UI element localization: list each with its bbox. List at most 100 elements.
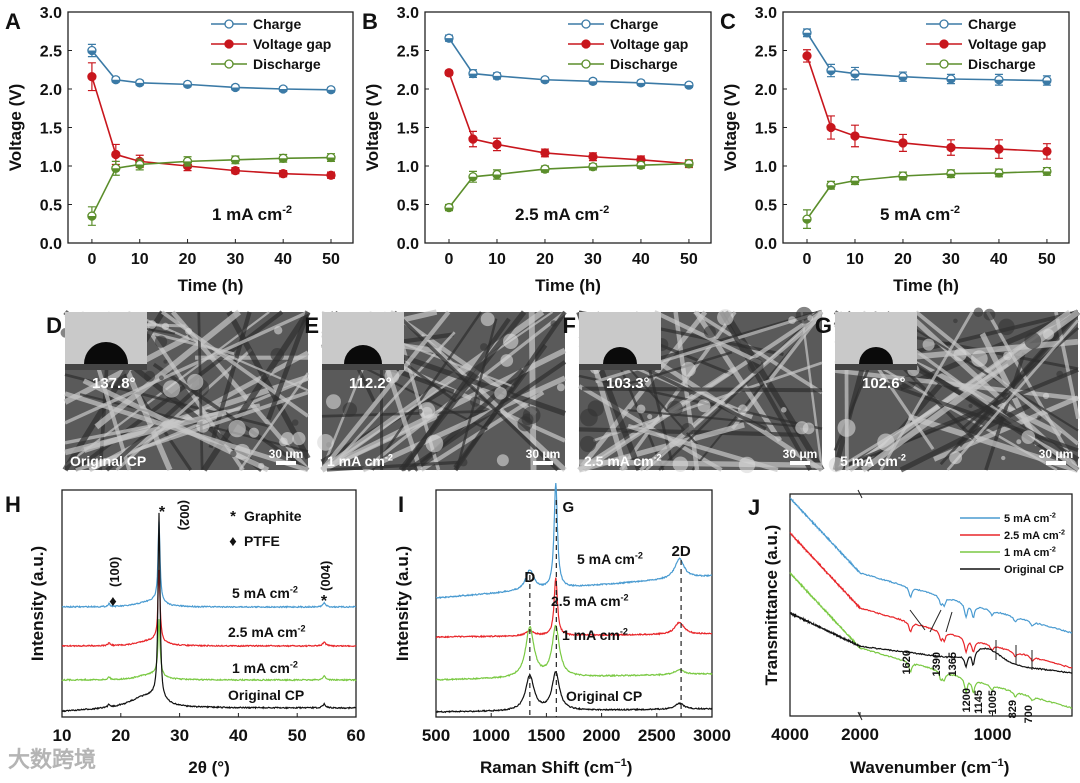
particle bbox=[647, 414, 653, 420]
particle bbox=[425, 434, 444, 453]
legend-marker bbox=[224, 19, 234, 29]
particle bbox=[154, 335, 168, 348]
particle bbox=[949, 451, 963, 465]
panel-letter: A bbox=[5, 9, 21, 34]
particle bbox=[163, 359, 168, 364]
data-point-half bbox=[327, 157, 336, 162]
y-tick-label: 1.0 bbox=[755, 159, 777, 176]
sem-image-G: 102.6° 30 μm G 5 mA cm-2 bbox=[815, 307, 1080, 473]
series-label: 5 mA cm-2 bbox=[577, 550, 643, 567]
legend-label: Graphite bbox=[244, 508, 302, 524]
data-point-half bbox=[850, 73, 859, 78]
x-tick-label: 40 bbox=[990, 251, 1008, 268]
x-tick-label: 0 bbox=[87, 251, 96, 268]
data-point-half bbox=[183, 84, 192, 89]
contact-angle-value: 103.3° bbox=[606, 375, 650, 392]
droplet-icon bbox=[84, 342, 128, 364]
data-point-half bbox=[802, 32, 811, 37]
y-axis-title: Voltage (V) bbox=[6, 84, 25, 172]
spectrum-s1 bbox=[789, 572, 1073, 709]
x-axis-title: 2θ (°) bbox=[188, 758, 230, 777]
panel-letter: B bbox=[362, 9, 378, 34]
particle bbox=[781, 407, 787, 413]
fiber bbox=[595, 310, 823, 384]
peak-label: 1005 bbox=[987, 690, 999, 714]
x-tick-label: 10 bbox=[53, 726, 72, 745]
series-line-gap bbox=[448, 72, 689, 165]
data-point-half bbox=[636, 82, 645, 87]
particle bbox=[795, 421, 809, 435]
data-point-half bbox=[492, 144, 501, 149]
series-label: 5 mA cm-2 bbox=[232, 584, 298, 601]
panel-letter: J bbox=[748, 495, 760, 520]
panel-letter: H bbox=[5, 492, 21, 517]
data-point-half bbox=[588, 156, 597, 161]
y-axis-title: Intensity (a.u.) bbox=[28, 546, 47, 661]
scale-bar bbox=[276, 461, 296, 465]
data-point-half bbox=[636, 165, 645, 170]
data-point-half bbox=[231, 87, 240, 92]
legend-marker bbox=[581, 59, 591, 69]
legend-label: Discharge bbox=[968, 56, 1036, 72]
particle bbox=[258, 462, 265, 470]
data-point-half bbox=[111, 168, 120, 173]
series-label: 1 mA cm-2 bbox=[562, 626, 628, 643]
contact-angle-value: 137.8° bbox=[92, 375, 136, 392]
fiber bbox=[455, 318, 498, 471]
fiber bbox=[266, 311, 311, 421]
particle bbox=[636, 404, 646, 414]
legend-label: Charge bbox=[610, 16, 658, 32]
panel-B: B 0.0 0.5 1.0 1.5 2.0 2.5 3.0 0 10 20 30 40 50 Time (h… bbox=[362, 5, 712, 295]
fiber bbox=[393, 310, 559, 472]
peak-label: 829 bbox=[1007, 700, 1019, 718]
x-tick-label: 2500 bbox=[638, 726, 676, 745]
data-point-half bbox=[946, 78, 955, 83]
droplet-icon bbox=[859, 347, 893, 364]
particle bbox=[503, 333, 519, 349]
peak-arrow bbox=[945, 611, 953, 633]
data-point-half bbox=[946, 147, 955, 152]
fiber bbox=[899, 402, 1032, 473]
y-tick-label: 1.5 bbox=[397, 121, 419, 138]
legend-label: 1 mA cm-2 bbox=[1004, 546, 1056, 559]
particle bbox=[968, 403, 973, 408]
fiber bbox=[884, 381, 1079, 452]
particle bbox=[496, 454, 509, 467]
particle bbox=[953, 318, 958, 324]
peak-label: (004) bbox=[318, 561, 333, 591]
y-tick-label: 1.0 bbox=[40, 159, 62, 176]
particle bbox=[187, 373, 204, 391]
spectrum-s25 bbox=[435, 577, 713, 639]
y-axis-title: Transmittance (a.u.) bbox=[762, 525, 781, 686]
data-point-half bbox=[540, 79, 549, 84]
panel-H: H 10 20 30 40 50 60 2θ (°) Intensity (a.u.) 5 mA … bbox=[5, 489, 365, 777]
data-point-half bbox=[802, 219, 811, 224]
x-tick-label: 20 bbox=[536, 251, 554, 268]
x-tick-label: 30 bbox=[170, 726, 189, 745]
particle bbox=[326, 394, 341, 410]
particle bbox=[747, 357, 764, 374]
spectrum-orig bbox=[789, 611, 1073, 674]
fiber bbox=[834, 368, 1079, 401]
x-tick-label: 10 bbox=[131, 251, 149, 268]
legend-label: Charge bbox=[968, 16, 1016, 32]
data-point-half bbox=[994, 79, 1003, 84]
y-tick-label: 2.5 bbox=[40, 44, 62, 61]
peak-arrow bbox=[929, 609, 942, 633]
x-tick-label: 0 bbox=[803, 251, 812, 268]
x-axis-title: Time (h) bbox=[893, 276, 959, 295]
legend-label: Voltage gap bbox=[253, 36, 331, 52]
particle bbox=[828, 457, 844, 473]
data-point-half bbox=[327, 89, 336, 94]
particle bbox=[196, 419, 210, 433]
fiber bbox=[94, 309, 242, 430]
panel-letter: G bbox=[815, 313, 832, 338]
y-tick-label: 1.0 bbox=[397, 159, 419, 176]
data-point-half bbox=[684, 85, 693, 90]
x-tick-label: 500 bbox=[422, 726, 450, 745]
series-label: 1 mA cm-2 bbox=[232, 659, 298, 676]
condition-label: 5 mA cm-2 bbox=[840, 452, 906, 469]
particle bbox=[717, 309, 734, 326]
data-point-half bbox=[994, 172, 1003, 177]
data-point-half bbox=[540, 169, 549, 174]
